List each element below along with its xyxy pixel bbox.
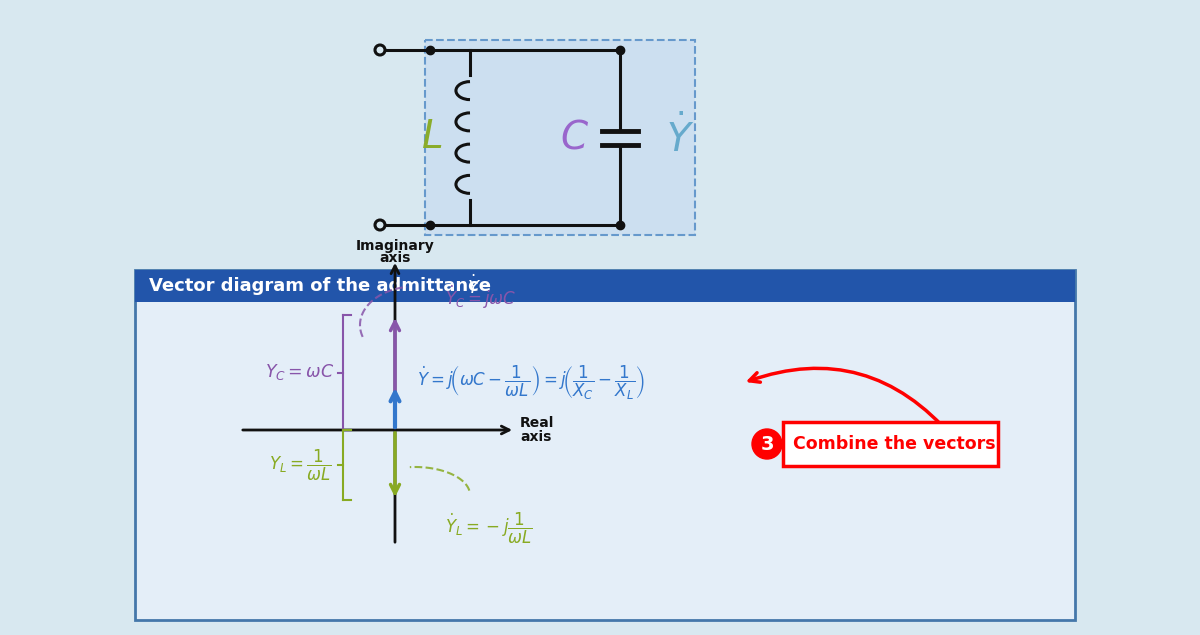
Circle shape: [752, 429, 782, 459]
Text: $\dot{Y}_C = j\omega C$: $\dot{Y}_C = j\omega C$: [445, 283, 516, 311]
Text: $\dot{Y}_L = -j\dfrac{1}{\omega L}$: $\dot{Y}_L = -j\dfrac{1}{\omega L}$: [445, 511, 533, 545]
Text: Combine the vectors: Combine the vectors: [793, 435, 996, 453]
Text: $\dot{Y}$: $\dot{Y}$: [666, 115, 694, 160]
Bar: [134, 270, 1075, 302]
Text: $Y_C = \omega C$: $Y_C = \omega C$: [265, 363, 335, 382]
Text: axis: axis: [520, 430, 551, 444]
Text: $\dot{Y} = j\!\left(\omega C - \dfrac{1}{\omega L}\right) = j\!\left(\dfrac{1}{X: $\dot{Y} = j\!\left(\omega C - \dfrac{1}…: [418, 364, 644, 402]
FancyBboxPatch shape: [425, 40, 695, 235]
Text: $C$: $C$: [560, 119, 589, 156]
Text: $L$: $L$: [421, 119, 443, 156]
Bar: [134, 270, 1075, 620]
Text: $\dot{Y}$: $\dot{Y}$: [467, 274, 481, 298]
Text: Vector diagram of the admittance: Vector diagram of the admittance: [149, 277, 497, 295]
Text: $Y_L = \dfrac{1}{\omega L}$: $Y_L = \dfrac{1}{\omega L}$: [269, 448, 331, 483]
Bar: [784, 422, 998, 466]
Text: 3: 3: [761, 434, 774, 453]
Text: Imaginary: Imaginary: [355, 239, 434, 253]
Circle shape: [374, 220, 385, 230]
Text: Real: Real: [520, 416, 554, 430]
Circle shape: [374, 45, 385, 55]
Text: axis: axis: [379, 251, 410, 265]
